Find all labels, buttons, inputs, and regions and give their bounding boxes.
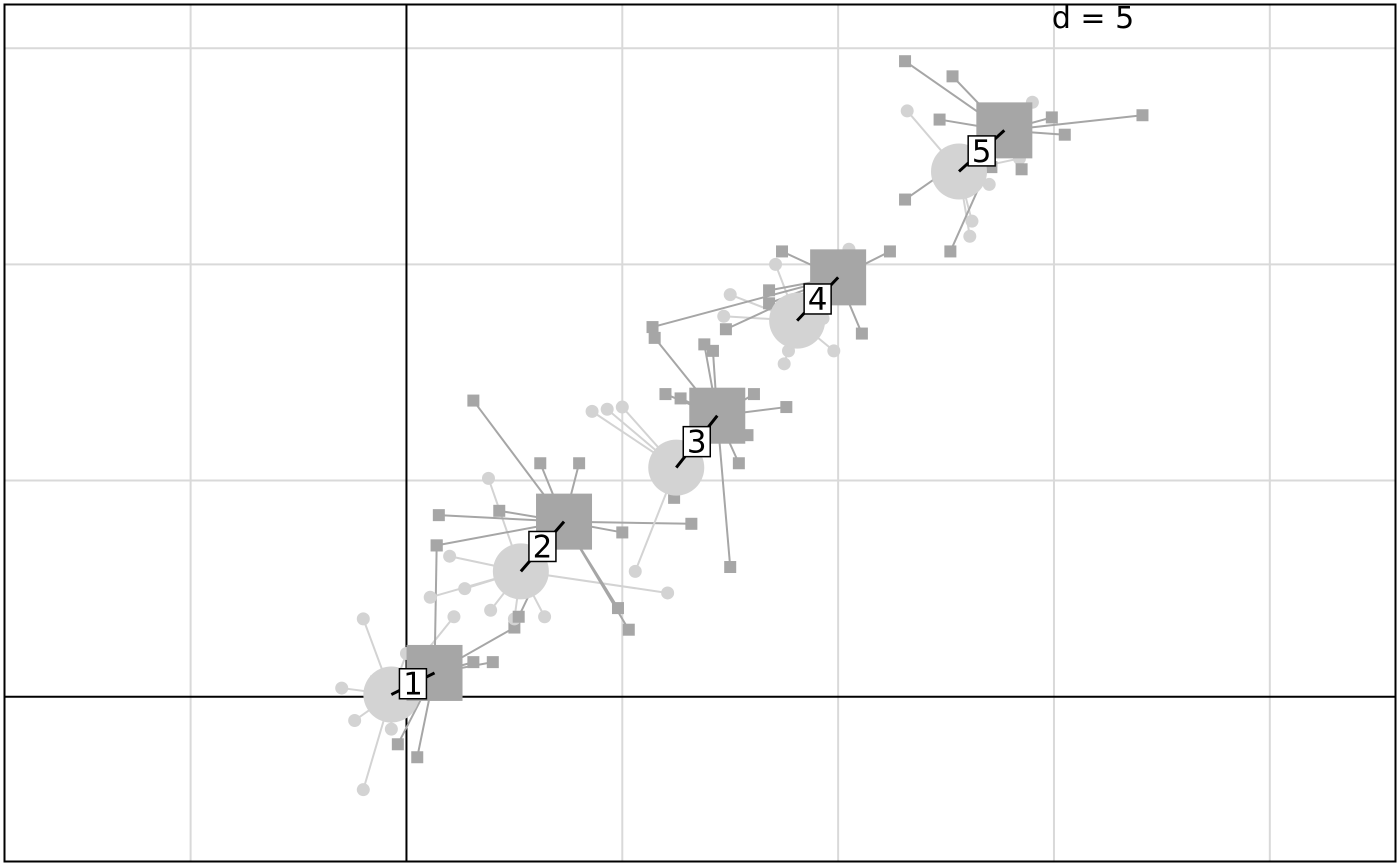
group-label-box <box>803 283 832 315</box>
point-a <box>356 783 370 797</box>
point-a <box>628 564 642 578</box>
point-a <box>965 214 979 228</box>
point-b <box>674 392 687 405</box>
group-label: 4 <box>808 282 828 318</box>
group-centers <box>363 102 1033 723</box>
point-b <box>493 504 506 517</box>
point-b <box>648 331 661 344</box>
point-a <box>335 681 349 695</box>
point-b <box>611 602 624 615</box>
point-a <box>447 610 461 624</box>
point-b <box>763 284 776 297</box>
point-a <box>900 104 914 118</box>
group-label-box <box>967 135 996 167</box>
point-b <box>724 561 737 574</box>
point-a <box>827 344 841 358</box>
point-b <box>946 70 959 83</box>
point-a <box>356 612 370 626</box>
group-label-box <box>682 425 712 458</box>
point-b <box>732 457 745 470</box>
point-b <box>706 344 719 357</box>
point-b <box>1045 111 1058 124</box>
point-b <box>467 656 480 669</box>
point-b <box>467 394 480 407</box>
point-b <box>1058 128 1071 141</box>
group-labels: 1 2 3 4 5 <box>398 134 996 703</box>
point-a <box>963 229 977 243</box>
point-b <box>646 321 659 334</box>
point-b <box>1015 163 1028 176</box>
group-label: 1 <box>403 667 423 703</box>
point-b <box>685 517 698 530</box>
point-a <box>484 603 498 617</box>
point-b <box>883 245 896 258</box>
point-a <box>661 586 675 600</box>
point-b <box>486 656 499 669</box>
point-a <box>538 610 552 624</box>
point-b <box>659 388 672 401</box>
point-a <box>443 549 457 563</box>
point-b <box>1136 109 1149 122</box>
point-b <box>430 539 443 552</box>
point-b <box>780 401 793 414</box>
point-b <box>391 738 404 751</box>
group-label: 3 <box>687 425 707 461</box>
point-b <box>855 327 868 340</box>
point-b <box>411 751 424 764</box>
point-a <box>615 400 629 414</box>
point-b <box>763 297 776 310</box>
point-b <box>776 245 789 258</box>
point-a <box>769 257 783 271</box>
point-a <box>348 713 362 727</box>
point-b <box>432 509 445 522</box>
point-b <box>933 113 946 126</box>
zero-axes <box>5 5 1395 861</box>
point-a <box>423 590 437 604</box>
point-a <box>384 722 398 736</box>
plot-frame <box>3 3 1397 863</box>
point-a <box>723 288 737 302</box>
point-b <box>899 55 912 68</box>
point-b <box>573 457 586 470</box>
point-a <box>717 309 731 323</box>
point-a <box>481 471 495 485</box>
point-a <box>585 404 599 418</box>
point-b <box>944 245 957 258</box>
scale-label: d = 5 <box>1052 1 1134 36</box>
group-label-box <box>528 530 557 563</box>
point-b <box>534 457 547 470</box>
group-label: 5 <box>972 134 992 170</box>
point-a <box>982 177 996 191</box>
point-b <box>512 610 525 623</box>
group-label-box <box>398 667 428 700</box>
scatter-points <box>335 55 1149 797</box>
point-a <box>458 582 472 596</box>
group-label: 2 <box>533 529 553 565</box>
point-b <box>719 323 732 336</box>
point-b <box>747 388 760 401</box>
point-a <box>600 402 614 416</box>
point-a <box>777 357 791 371</box>
point-b <box>622 623 635 636</box>
point-b <box>899 193 912 206</box>
point-b <box>616 526 629 539</box>
